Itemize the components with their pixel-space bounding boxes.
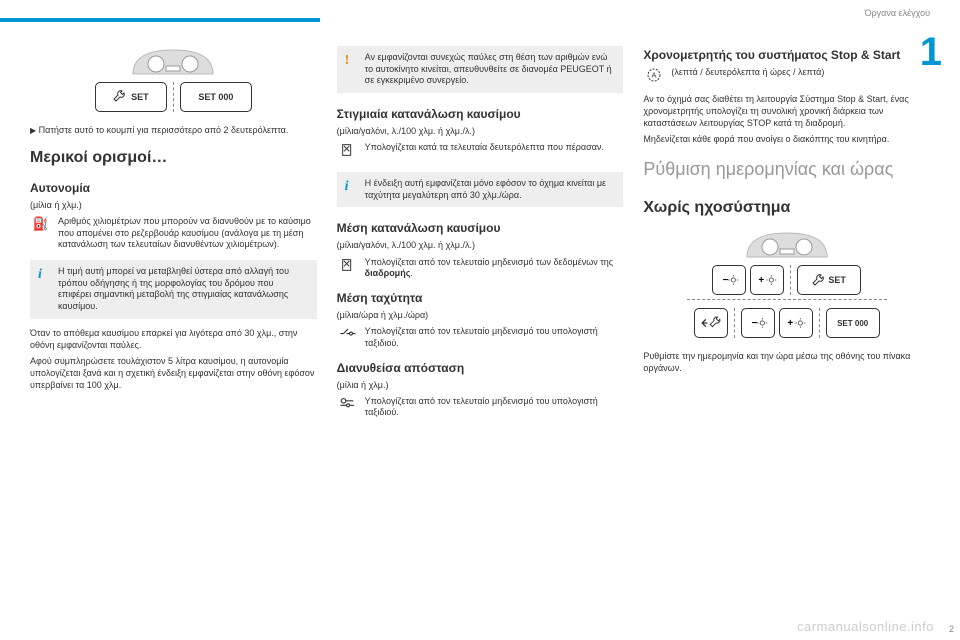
page-number: 2 <box>949 624 954 634</box>
speed-unit: (μίλια/ώρα ή χλμ./ώρα) <box>337 309 624 321</box>
gauge-cluster-icon <box>128 44 218 78</box>
autonomy-line: ⛽ Αριθμός χιλιομέτρων που μπορούν να δια… <box>30 216 317 251</box>
noaudio-heading: Χωρίς ηχοσύστημα <box>643 199 930 217</box>
column-1: SET SET 000 ▶ Πατήστε αυτό το κουμπί για… <box>30 40 317 610</box>
stopstart-unit-line: A (λεπτά / δευτερόλεπτα ή ώρες / λεπτά) <box>643 67 930 88</box>
datetime-heading: Ρύθμιση ημερομηνίας και ώρας <box>643 159 930 181</box>
set-button-right: SET 000 <box>180 82 252 112</box>
plus-brightness-button: + <box>750 265 784 295</box>
gauge-cluster-icon <box>742 227 832 261</box>
vertical-divider <box>790 265 791 295</box>
info-icon: i <box>38 266 42 284</box>
instant-line: Υπολογίζεται κατά τα τελευταία δευτερόλε… <box>337 142 624 163</box>
set000-label: SET 000 <box>198 92 233 102</box>
autonomy-text: Αριθμός χιλιομέτρων που μπορούν να διανυ… <box>58 216 317 251</box>
press-hint-text: Πατήστε αυτό το κουμπί για περισσότερο α… <box>39 125 289 135</box>
dist-unit: (μίλια ή χλμ.) <box>337 379 624 391</box>
avg-line: Υπολογίζεται από τον τελευταίο μηδενισμό… <box>337 257 624 280</box>
speed-line: Υπολογίζεται από τον τελευταίο μηδενισμό… <box>337 326 624 349</box>
horizontal-divider <box>687 299 887 300</box>
set000-button: SET 000 <box>826 308 880 338</box>
avg-text-b: διαδρομής <box>365 268 411 278</box>
autonomy-heading: Αυτονομία <box>30 181 317 195</box>
fuel-pump-icon: ⛽ <box>30 216 52 233</box>
wrench-set-button: SET <box>797 265 861 295</box>
back-wrench-button <box>694 308 728 338</box>
avg-text-a: Υπολογίζεται από τον τελευταίο μηδενισμό… <box>365 257 613 267</box>
plus-brightness-button-2: + <box>779 308 813 338</box>
warning-text: Αν εμφανίζονται συνεχώς παύλες στη θέση … <box>365 52 612 85</box>
dist-line: Υπολογίζεται από τον τελευταίο μηδενισμό… <box>337 396 624 419</box>
autonomy-info-box: i Η τιμή αυτή μπορεί να μεταβληθεί ύστερ… <box>30 260 317 319</box>
stopstart-text2: Μηδενίζεται κάθε φορά που ανοίγει ο διακ… <box>643 133 930 145</box>
autonomy-p2: Αφού συμπληρώσετε τουλάχιστον 5 λίτρα κα… <box>30 355 317 391</box>
minus-brightness-button-2: − <box>741 308 775 338</box>
stopstart-a-icon: A <box>643 67 665 88</box>
vertical-divider <box>173 82 174 112</box>
dist-heading: Διανυθείσα απόσταση <box>337 361 624 375</box>
distance-icon <box>337 396 359 415</box>
datetime-bottom-text: Ρυθμίστε την ημερομηνία και την ώρα μέσω… <box>643 350 930 374</box>
definitions-heading: Μερικοί ορισμοί… <box>30 149 317 167</box>
dashboard-illustration-1: SET SET 000 <box>30 44 317 112</box>
svg-text:A: A <box>652 71 657 80</box>
pump-x-icon <box>337 142 359 163</box>
instant-heading: Στιγμιαία κατανάλωση καυσίμου <box>337 107 624 121</box>
instant-unit: (μίλια/γαλόνι, λ./100 χλμ. ή χλμ./λ.) <box>337 125 624 137</box>
watermark: carmanualsonline.info <box>797 619 934 634</box>
speed-heading: Μέση ταχύτητα <box>337 291 624 305</box>
warning-box: ! Αν εμφανίζονται συνεχώς παύλες στη θέσ… <box>337 46 624 93</box>
button-row-1: − + SET <box>712 265 861 295</box>
dashboard-illustration-2: − + SET − <box>643 227 930 338</box>
vertical-divider <box>819 308 820 338</box>
dist-text: Υπολογίζεται από τον τελευταίο μηδενισμό… <box>365 396 624 419</box>
svg-text:−: − <box>723 275 729 286</box>
set000-label: SET 000 <box>837 319 868 328</box>
speed-text: Υπολογίζεται από τον τελευταίο μηδενισμό… <box>365 326 624 349</box>
set-label: SET <box>131 92 149 102</box>
warning-icon: ! <box>345 52 350 70</box>
instant-info-box: i Η ένδειξη αυτή εμφανίζεται μόνο εφόσον… <box>337 172 624 207</box>
autonomy-unit: (μίλια ή χλμ.) <box>30 199 317 211</box>
instant-info-text: Η ένδειξη αυτή εμφανίζεται μόνο εφόσον τ… <box>365 178 606 200</box>
instant-text: Υπολογίζεται κατά τα τελευταία δευτερόλε… <box>365 142 624 154</box>
avg-unit: (μίλια/γαλόνι, λ./100 χλμ. ή χλμ./λ.) <box>337 239 624 251</box>
set-label: SET <box>828 275 846 285</box>
minus-brightness-button: − <box>712 265 746 295</box>
svg-text:+: + <box>759 275 765 286</box>
top-accent-bar <box>0 18 320 22</box>
stopstart-text: Αν το όχημά σας διαθέτει τη λειτουργία Σ… <box>643 93 930 129</box>
column-2: ! Αν εμφανίζονται συνεχώς παύλες στη θέσ… <box>337 40 624 610</box>
svg-text:+: + <box>787 318 793 329</box>
wrench-icon <box>113 90 125 104</box>
autonomy-p1: Όταν το απόθεμα καυσίμου επαρκεί για λιγ… <box>30 327 317 351</box>
set-button-left: SET <box>95 82 167 112</box>
button-row-2: − + SET 000 <box>694 308 880 338</box>
content-columns: SET SET 000 ▶ Πατήστε αυτό το κουμπί για… <box>30 40 930 610</box>
svg-text:−: − <box>751 318 757 329</box>
stopstart-unit: (λεπτά / δευτερόλεπτα ή ώρες / λεπτά) <box>671 67 930 79</box>
avg-text: Υπολογίζεται από τον τελευταίο μηδενισμό… <box>365 257 624 280</box>
header-breadcrumb: Όργανα ελέγχου <box>865 8 930 18</box>
autonomy-info-text: Η τιμή αυτή μπορεί να μεταβληθεί ύστερα … <box>58 266 289 311</box>
set-button-row: SET SET 000 <box>95 82 252 112</box>
column-3: Χρονομετρητής του συστήματος Stop & Star… <box>643 40 930 610</box>
press-hint: ▶ Πατήστε αυτό το κουμπί για περισσότερο… <box>30 124 317 137</box>
vertical-divider <box>734 308 735 338</box>
avg-heading: Μέση κατανάλωση καυσίμου <box>337 221 624 235</box>
pump-avg-icon <box>337 257 359 278</box>
speed-icon <box>337 326 359 343</box>
info-icon: i <box>345 178 349 196</box>
stopstart-heading: Χρονομετρητής του συστήματος Stop & Star… <box>643 48 930 62</box>
